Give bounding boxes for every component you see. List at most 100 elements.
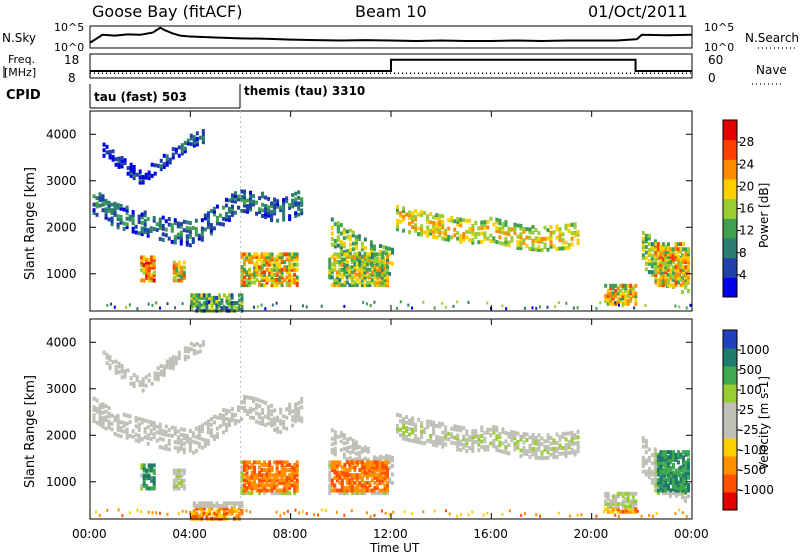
echo-cell: [456, 441, 460, 446]
echo-cell: [175, 270, 179, 275]
echo-cell: [137, 439, 141, 444]
noise-left-tick-bottom: 10^0: [54, 41, 84, 54]
echo-cell: [355, 257, 359, 262]
echo-cell: [129, 165, 133, 170]
echo-cell: [543, 439, 547, 444]
echo-cell: [176, 224, 180, 229]
echo-cell: [357, 237, 361, 242]
echo-cell: [285, 475, 289, 480]
echo-cell: [561, 451, 565, 456]
echo-cell: [265, 254, 269, 259]
echo-cell: [666, 475, 670, 480]
echo-cell: [183, 348, 187, 353]
echo-cell: [360, 277, 364, 282]
echo-cell: [664, 468, 668, 473]
echo-cell: [519, 437, 523, 442]
echo-cell: [243, 394, 247, 399]
echo-cell: [492, 239, 496, 244]
echo-cell: [150, 486, 154, 491]
echo-cell: [150, 265, 154, 270]
echo-cell: [152, 227, 156, 232]
echo-cell: [501, 227, 505, 232]
echo-cell: [564, 454, 568, 459]
echo-cell: [222, 501, 226, 506]
echo-cell: [565, 301, 568, 305]
echo-cell: [255, 270, 259, 275]
echo-cell: [152, 421, 156, 426]
echo-cell: [227, 511, 231, 516]
echo-cell: [480, 220, 484, 225]
echo-cell: [141, 377, 145, 382]
echo-cell: [165, 154, 169, 159]
echo-cell: [195, 514, 199, 519]
echo-cell: [279, 208, 283, 213]
echo-cell: [291, 417, 295, 422]
echo-cell: [258, 280, 262, 285]
echo-cell: [167, 447, 171, 452]
echo-cell: [669, 468, 673, 473]
echo-cell: [141, 177, 145, 182]
echo-cell: [666, 491, 670, 496]
echo-cell: [674, 491, 678, 496]
echo-cell: [263, 488, 267, 493]
echo-cell: [152, 278, 156, 283]
echo-cell: [255, 473, 259, 478]
echo-cell: [555, 454, 559, 459]
echo-cell: [203, 227, 207, 232]
echo-cell: [267, 208, 271, 213]
echo-cell: [340, 272, 344, 277]
echo-cell: [194, 449, 198, 454]
echo-cell: [260, 475, 264, 480]
echo-cell: [248, 491, 252, 496]
echo-cell: [351, 458, 355, 463]
echo-cell: [391, 261, 394, 266]
echo-cell: [373, 270, 377, 275]
echo-cell: [240, 470, 244, 475]
echo-cell: [609, 286, 613, 291]
echo-cell: [567, 242, 571, 247]
echo-cell: [661, 257, 665, 262]
echo-cell: [263, 485, 267, 490]
echo-cell: [295, 468, 299, 473]
echo-cell: [381, 244, 385, 249]
echo-cell: [294, 416, 298, 421]
echo-cell: [258, 267, 262, 272]
echo-cell: [295, 254, 299, 259]
echo-cell: [360, 244, 364, 249]
echo-cell: [143, 221, 147, 226]
echo-cell: [659, 244, 663, 249]
echo-cell: [276, 429, 280, 434]
echo-cell: [465, 218, 469, 223]
echo-cell: [681, 462, 685, 467]
echo-cell: [634, 502, 638, 507]
echo-cell: [153, 163, 157, 168]
echo-cell: [399, 219, 403, 224]
echo-cell: [678, 305, 681, 309]
echo-cell: [270, 423, 274, 428]
echo-cell: [459, 223, 463, 228]
nave-label: Nave: [756, 63, 787, 77]
echo-cell: [119, 434, 123, 439]
echo-cell: [641, 236, 645, 241]
echo-cell: [261, 213, 265, 218]
echo-cell: [387, 271, 391, 276]
echo-cell: [209, 428, 213, 433]
echo-cell: [534, 247, 538, 252]
echo-cell: [681, 465, 685, 470]
echo-cell: [375, 275, 379, 280]
echo-cell: [659, 280, 663, 285]
echo-cell: [215, 434, 219, 439]
echo-cell: [666, 280, 670, 285]
echo-cell: [95, 398, 99, 403]
echo-cell: [355, 485, 359, 490]
echo-cell: [188, 226, 192, 231]
echo-cell: [295, 485, 299, 490]
colorbar-tick-label: 28: [739, 135, 754, 149]
echo-cell: [330, 275, 334, 280]
echo-cell: [647, 233, 651, 238]
echo-cell: [297, 195, 301, 200]
echo-cell: [681, 247, 685, 252]
echo-cell: [363, 485, 367, 490]
echo-cell: [537, 447, 541, 452]
echo-cell: [186, 141, 190, 146]
